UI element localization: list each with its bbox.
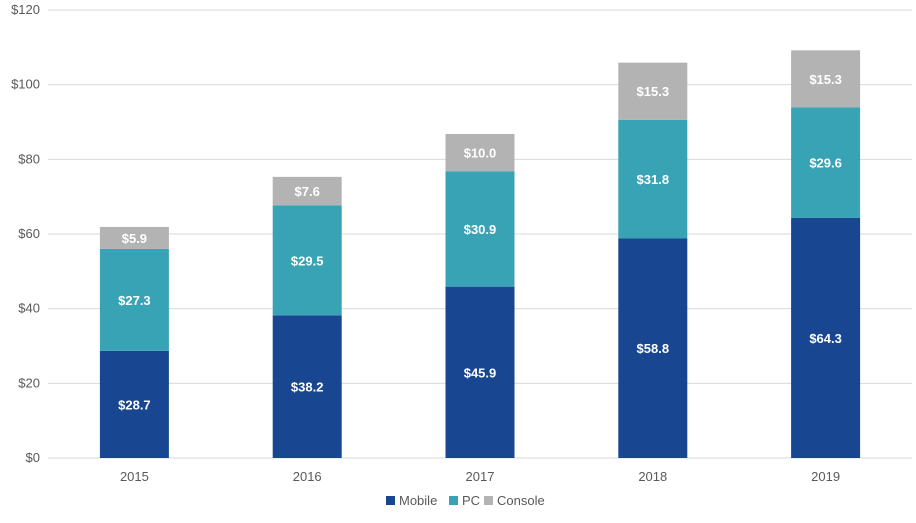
bar-segment-mobile	[618, 238, 688, 458]
bar-segment-mobile	[272, 315, 342, 458]
data-label: $30.9	[464, 222, 497, 237]
bar-segment-pc	[618, 119, 688, 239]
bar-segment-console	[272, 176, 342, 206]
bar-segment-pc	[99, 248, 169, 351]
legend-swatch-pc	[449, 496, 458, 505]
data-label: $5.9	[122, 231, 147, 246]
legend-swatch-mobile	[386, 496, 395, 505]
x-tick-label: 2019	[811, 469, 840, 484]
legend-label: Mobile	[399, 493, 437, 508]
data-label: $15.3	[809, 72, 842, 87]
y-tick-label: $80	[18, 151, 40, 166]
x-tick-label: 2016	[293, 469, 322, 484]
data-label: $15.3	[637, 84, 670, 99]
data-label: $27.3	[118, 293, 151, 308]
y-tick-label: $0	[26, 450, 40, 465]
bar-segment-console	[99, 226, 169, 249]
y-tick-label: $60	[18, 226, 40, 241]
data-label: $28.7	[118, 397, 151, 412]
y-tick-label: $100	[11, 77, 40, 92]
data-label: $29.5	[291, 253, 324, 268]
x-tick-label: 2018	[638, 469, 667, 484]
data-label: $45.9	[464, 365, 497, 380]
bar-segment-mobile	[445, 286, 515, 458]
x-tick-label: 2017	[466, 469, 495, 484]
bar-segment-pc	[445, 171, 515, 287]
bar-segment-pc	[791, 107, 861, 218]
data-label: $10.0	[464, 146, 497, 161]
y-tick-label: $40	[18, 301, 40, 316]
bar-segment-mobile	[791, 217, 861, 458]
data-label: $58.8	[637, 341, 670, 356]
legend-label: Console	[497, 493, 545, 508]
bar-segment-console	[445, 133, 515, 172]
x-tick-label: 2015	[120, 469, 149, 484]
bar-segment-console	[618, 62, 688, 120]
legend-swatch-console	[484, 496, 493, 505]
bar-segment-pc	[272, 205, 342, 316]
y-tick-label: $20	[18, 375, 40, 390]
data-label: $7.6	[295, 184, 320, 199]
bar-segment-console	[791, 50, 861, 108]
data-label: $38.2	[291, 380, 324, 395]
data-label: $64.3	[809, 331, 842, 346]
y-tick-label: $120	[11, 2, 40, 17]
bar-segment-mobile	[99, 350, 169, 458]
data-label: $29.6	[809, 156, 842, 171]
data-label: $31.8	[637, 172, 670, 187]
legend-label: PC	[462, 493, 480, 508]
